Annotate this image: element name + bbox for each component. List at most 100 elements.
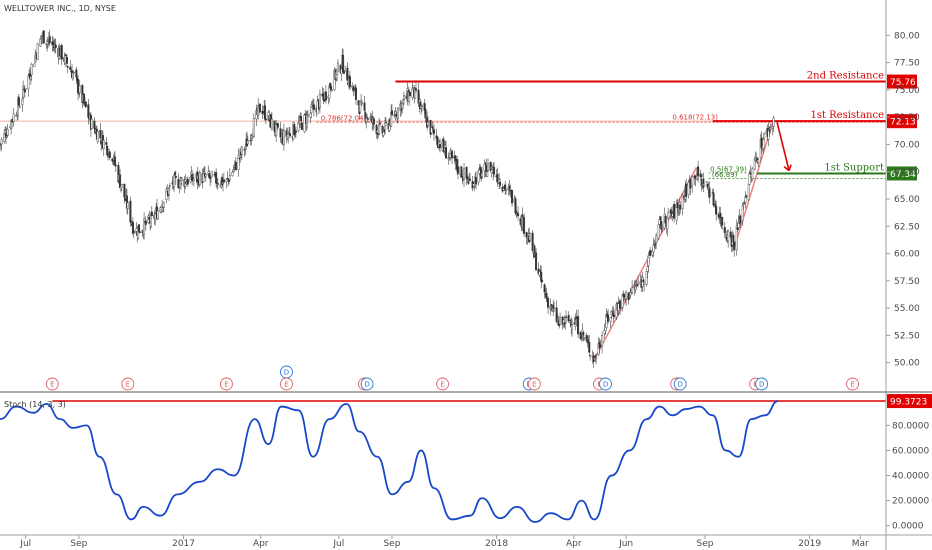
level-price-label: 72.13 bbox=[890, 118, 916, 128]
candle-up bbox=[336, 63, 339, 72]
event-marker-label: E bbox=[440, 381, 444, 389]
candle-up bbox=[667, 212, 670, 219]
candle-up bbox=[180, 178, 183, 181]
candle-up bbox=[366, 116, 369, 118]
candle-down bbox=[445, 147, 448, 159]
candle-down bbox=[627, 292, 630, 301]
event-marker-label: E bbox=[224, 381, 228, 389]
event-marker-label: E bbox=[126, 381, 130, 389]
candle-up bbox=[330, 89, 333, 92]
candle-up bbox=[318, 93, 321, 108]
candle-down bbox=[673, 203, 676, 219]
candle-down bbox=[300, 116, 303, 122]
event-marker-label: E bbox=[532, 381, 536, 389]
event-markers: EEEDEEDEDEEDEDEDE bbox=[45, 365, 859, 391]
level-lines: 2nd Resistance 75.76 1st Resistance 72.13 1s… bbox=[0, 71, 917, 181]
candle-down bbox=[390, 110, 393, 116]
level-price-tag bbox=[887, 74, 917, 89]
event-marker-label: D bbox=[759, 381, 764, 389]
candle-down bbox=[234, 162, 237, 171]
candle-down bbox=[276, 123, 279, 128]
candle-down bbox=[48, 36, 51, 44]
candle-up bbox=[687, 182, 690, 195]
candle-up bbox=[637, 281, 640, 284]
candle-up bbox=[571, 324, 574, 330]
candle-down bbox=[264, 118, 267, 121]
earnings-marker bbox=[527, 377, 541, 391]
event-marker-label: E bbox=[50, 381, 54, 389]
candle-up bbox=[609, 317, 612, 322]
candle-up bbox=[198, 172, 201, 186]
candle-down bbox=[588, 342, 591, 353]
candle-up bbox=[703, 183, 706, 186]
price-tick-label: 70.00 bbox=[894, 140, 920, 150]
time-tick-label: 2019 bbox=[798, 539, 821, 549]
event-marker-label: D bbox=[677, 381, 682, 389]
candle-down bbox=[84, 101, 87, 108]
stoch-tick-label: 20.0000 bbox=[892, 497, 929, 507]
candle-up bbox=[631, 287, 634, 294]
event-marker-label: D bbox=[364, 381, 369, 389]
candle-up bbox=[120, 184, 123, 188]
candle-down bbox=[565, 316, 568, 318]
candle-down bbox=[469, 178, 472, 181]
candle-down bbox=[535, 252, 538, 271]
candle-up bbox=[463, 168, 466, 180]
candle-down bbox=[582, 331, 585, 336]
level-price-tag bbox=[887, 166, 917, 181]
candle-down bbox=[138, 231, 141, 233]
time-tick-label: Sep bbox=[383, 539, 400, 549]
candle-up bbox=[231, 172, 234, 176]
candle-up bbox=[486, 171, 489, 178]
stoch-tick-label: 0.0000 bbox=[892, 522, 924, 532]
candle-down bbox=[451, 150, 454, 159]
stochastic-series: 99.3723 bbox=[0, 394, 932, 523]
earnings-marker bbox=[219, 377, 233, 391]
candle-down bbox=[475, 177, 478, 185]
candle-down bbox=[222, 179, 225, 183]
candle-up bbox=[240, 146, 243, 155]
candle-up bbox=[36, 43, 39, 60]
candle-down bbox=[216, 183, 219, 185]
candle-up bbox=[282, 130, 285, 146]
level-price-label: 75.76 bbox=[890, 78, 916, 88]
candle-up bbox=[426, 121, 429, 127]
level-name: 2nd Resistance bbox=[807, 71, 884, 82]
candle-down bbox=[354, 87, 357, 100]
time-tick-label: Jul bbox=[19, 539, 31, 549]
earnings-marker bbox=[280, 377, 293, 391]
candle-up bbox=[6, 129, 9, 136]
candle-up bbox=[24, 88, 27, 90]
candle-down bbox=[108, 151, 111, 159]
candle-up bbox=[0, 139, 3, 145]
stoch-tick-label: 60.0000 bbox=[892, 446, 929, 456]
event-marker-label: D bbox=[284, 369, 289, 377]
candle-up bbox=[529, 233, 532, 241]
candle-up bbox=[396, 107, 399, 119]
candle-up bbox=[420, 104, 423, 107]
forecast-arrow-head bbox=[783, 164, 792, 172]
stoch-tick-label: 80.0000 bbox=[892, 421, 929, 431]
time-tick-label: Apr bbox=[566, 539, 582, 549]
candle-down bbox=[679, 204, 682, 210]
candle-down bbox=[174, 176, 177, 179]
candle-up bbox=[705, 181, 708, 183]
candle-down bbox=[432, 129, 435, 134]
candle-up bbox=[666, 216, 669, 230]
time-tick-label: Jun bbox=[618, 539, 633, 549]
candle-down bbox=[66, 65, 69, 68]
candle-down bbox=[649, 250, 652, 256]
candle-down bbox=[129, 200, 132, 223]
level-price-tag bbox=[887, 114, 917, 129]
candle-down bbox=[733, 241, 736, 251]
time-tick-label: 2018 bbox=[485, 539, 508, 549]
candle-down bbox=[105, 141, 108, 145]
candle-up bbox=[306, 114, 309, 117]
candle-up bbox=[12, 113, 15, 122]
candle-down bbox=[366, 118, 369, 120]
candle-down bbox=[346, 67, 349, 81]
indicator-label: Stoch (14, 3, 3) bbox=[4, 400, 66, 409]
candle-down bbox=[324, 91, 327, 101]
candle-up bbox=[78, 85, 81, 93]
